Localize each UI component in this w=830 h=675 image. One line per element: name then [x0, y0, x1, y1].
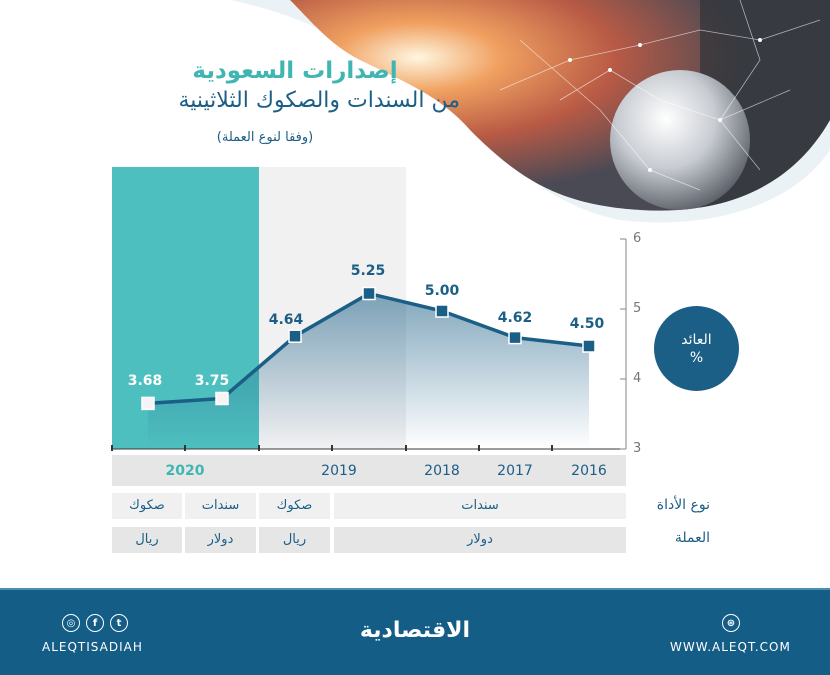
y-tick-3: 3: [633, 441, 642, 456]
twitter-icon[interactable]: t: [110, 614, 128, 632]
instrument-row-label: نوع الأداة: [656, 497, 710, 513]
point-label: 5.00: [424, 283, 460, 299]
currency-cell: دولار: [185, 527, 256, 553]
currency-cell: ريال: [259, 527, 330, 553]
point-label: 4.50: [569, 316, 605, 332]
website-link[interactable]: WWW.ALEQT.COM: [670, 640, 791, 654]
point-label: 4.62: [497, 310, 533, 326]
line-chart: [111, 238, 627, 451]
y-tick-6: 6: [633, 231, 642, 246]
facebook-icon[interactable]: f: [86, 614, 104, 632]
y-tick-4: 4: [633, 371, 642, 386]
year-2019: 2019: [321, 463, 357, 479]
year-2016: 2016: [571, 463, 607, 479]
instagram-icon[interactable]: ◎: [62, 614, 80, 632]
social-handle[interactable]: ALEQTISADIAH: [42, 640, 143, 654]
instrument-cell: صكوك: [112, 493, 182, 519]
instrument-cell: سندات: [185, 493, 256, 519]
yield-label: العائد: [681, 331, 712, 348]
point-label: 5.25: [350, 263, 386, 279]
y-tick-5: 5: [633, 301, 642, 316]
point-label: 4.64: [268, 312, 304, 328]
currency-cell: ريال: [112, 527, 182, 553]
year-2020: 2020: [165, 463, 205, 479]
title-line-2: من السندات والصكوك الثلاثينية: [178, 88, 460, 113]
percent-label: %: [689, 349, 704, 366]
footer: ◎ f t ALEQTISADIAH الاقتصادية ⊛ WWW.ALEQ…: [0, 588, 830, 675]
instrument-cell: سندات: [334, 493, 626, 519]
point-label: 3.75: [194, 373, 230, 389]
brand-logo: الاقتصادية: [359, 618, 471, 643]
area-fill: [148, 293, 589, 449]
social-links: ◎ f t: [62, 614, 128, 632]
years-row: 2020 2019 2018 2017 2016: [112, 455, 626, 486]
title-line-1: إصدارات السعودية: [192, 58, 398, 84]
point-label: 3.68: [127, 373, 163, 389]
subtitle: (وفقا لنوع العملة): [216, 130, 314, 145]
currency-cell: دولار: [334, 527, 626, 553]
yield-percent-badge: العائد %: [654, 306, 739, 391]
year-2017: 2017: [497, 463, 533, 479]
instrument-cell: صكوك: [259, 493, 330, 519]
year-2018: 2018: [424, 463, 460, 479]
currency-row-label: العملة: [674, 530, 710, 546]
dribbble-icon[interactable]: ⊛: [722, 614, 740, 632]
